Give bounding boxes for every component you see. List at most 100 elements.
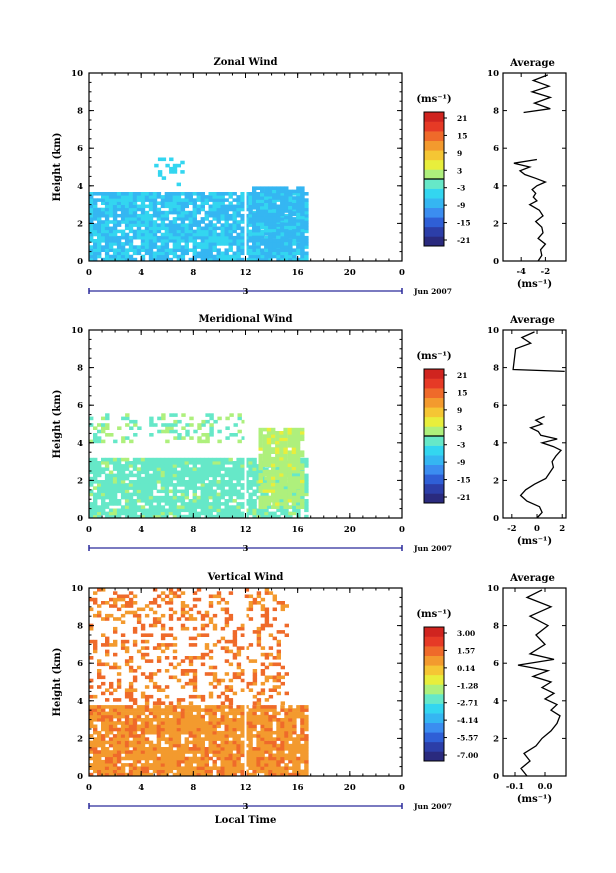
heatmap-cell <box>160 730 166 735</box>
heatmap-cell <box>124 694 130 699</box>
heatmap-cell <box>252 630 258 634</box>
heatmap-cell <box>148 633 154 637</box>
heatmap-cell <box>288 708 293 712</box>
heatmap-cell <box>224 483 229 487</box>
heatmap-cell <box>280 499 285 503</box>
heatmap-cell <box>188 195 193 199</box>
heatmap-cell <box>232 492 237 497</box>
heatmap-cell <box>164 251 170 256</box>
heatmap-cell <box>216 213 221 218</box>
heatmap-cell <box>172 163 178 168</box>
y-tick-label: 2 <box>77 734 83 744</box>
heatmap-cell <box>125 416 130 421</box>
heatmap-cell <box>216 505 221 509</box>
heatmap-cell <box>292 212 297 217</box>
heatmap-cell <box>204 489 209 494</box>
heatmap-cell <box>124 495 130 500</box>
heatmap-cell <box>212 229 217 234</box>
heatmap-cell <box>272 753 277 758</box>
heatmap-cell <box>236 489 241 494</box>
heatmap-cell <box>304 499 309 503</box>
heatmap-cell <box>172 232 178 237</box>
heatmap-cell <box>200 753 205 758</box>
heatmap-cell <box>101 480 106 484</box>
x-tick-label: 20 <box>344 525 356 535</box>
heatmap-cell <box>188 511 193 516</box>
heatmap-cell <box>93 457 98 462</box>
colorbar-band <box>424 188 444 199</box>
heatmap-cell <box>212 743 217 748</box>
heatmap-cell <box>204 473 209 478</box>
heatmap-cell <box>176 727 182 732</box>
heatmap-cell <box>204 763 209 767</box>
heatmap-cell <box>292 254 297 259</box>
heatmap-cell <box>208 210 213 215</box>
heatmap-cell <box>168 711 174 716</box>
heatmap-cell <box>258 440 263 445</box>
heatmap-cell <box>97 772 102 777</box>
heatmap-cell <box>240 235 245 240</box>
heatmap-cell <box>268 705 273 709</box>
heatmap-cell <box>184 489 189 494</box>
heatmap-cell <box>284 718 289 722</box>
heatmap-cell <box>180 626 186 631</box>
heatmap-cell <box>201 419 206 424</box>
heatmap-cell <box>288 241 293 246</box>
heatmap-cell <box>112 708 118 712</box>
heatmap-cell <box>300 705 305 709</box>
heatmap-cell <box>204 734 209 738</box>
heatmap-cell <box>264 245 269 249</box>
heatmap-cell <box>89 201 94 205</box>
heatmap-cell <box>196 718 201 722</box>
heatmap-cell <box>128 681 134 686</box>
heatmap-cell <box>176 514 182 519</box>
heatmap-cell <box>300 721 305 725</box>
heatmap-cell <box>188 718 193 722</box>
heatmap-cell <box>132 630 138 634</box>
heatmap-cell <box>272 740 277 745</box>
colorbar-band <box>424 636 444 647</box>
heatmap-cell <box>272 769 277 774</box>
heatmap-cell <box>262 453 268 458</box>
profile-y-tick-label: 10 <box>487 69 499 79</box>
heatmap-cell <box>280 604 285 608</box>
heatmap-cell <box>276 756 281 761</box>
heatmap-cell <box>188 607 194 612</box>
heatmap-cell <box>240 514 245 519</box>
heatmap-cell <box>248 492 253 497</box>
heatmap-cell <box>284 708 289 712</box>
heatmap-cell <box>216 232 221 237</box>
heatmap-cell <box>180 508 186 513</box>
heatmap-cell <box>220 198 225 202</box>
heatmap-cell <box>266 476 272 480</box>
heatmap-cell <box>180 623 186 628</box>
heatmap-cell <box>192 708 197 712</box>
heatmap-cell <box>168 756 174 761</box>
heatmap-cell <box>248 467 253 471</box>
heatmap-cell <box>184 464 189 468</box>
heatmap-cell <box>228 649 234 654</box>
colorbar-label: -5.57 <box>457 734 478 743</box>
heatmap-cell <box>121 416 126 421</box>
heatmap-cell <box>260 652 266 657</box>
heatmap-cell <box>172 649 178 654</box>
heatmap-cell <box>276 685 281 689</box>
heatmap-cell <box>148 505 154 509</box>
heatmap-cell <box>196 763 201 767</box>
heatmap-cell <box>196 721 201 725</box>
heatmap-cell <box>296 766 301 770</box>
heatmap-cell <box>180 220 186 224</box>
heatmap-cell <box>93 756 98 761</box>
heatmap-cell <box>156 724 162 729</box>
heatmap-cell <box>116 245 122 249</box>
heatmap-cell <box>140 486 146 490</box>
heatmap-cell <box>112 721 118 725</box>
heatmap-cell <box>204 623 210 628</box>
heatmap-cell <box>208 730 213 735</box>
heatmap-cell <box>136 705 142 709</box>
heatmap-cell <box>216 226 221 231</box>
heatmap-cell <box>240 763 245 767</box>
heatmap-cell <box>212 708 217 712</box>
heatmap-cell <box>288 222 293 226</box>
heatmap-cell <box>296 772 301 777</box>
